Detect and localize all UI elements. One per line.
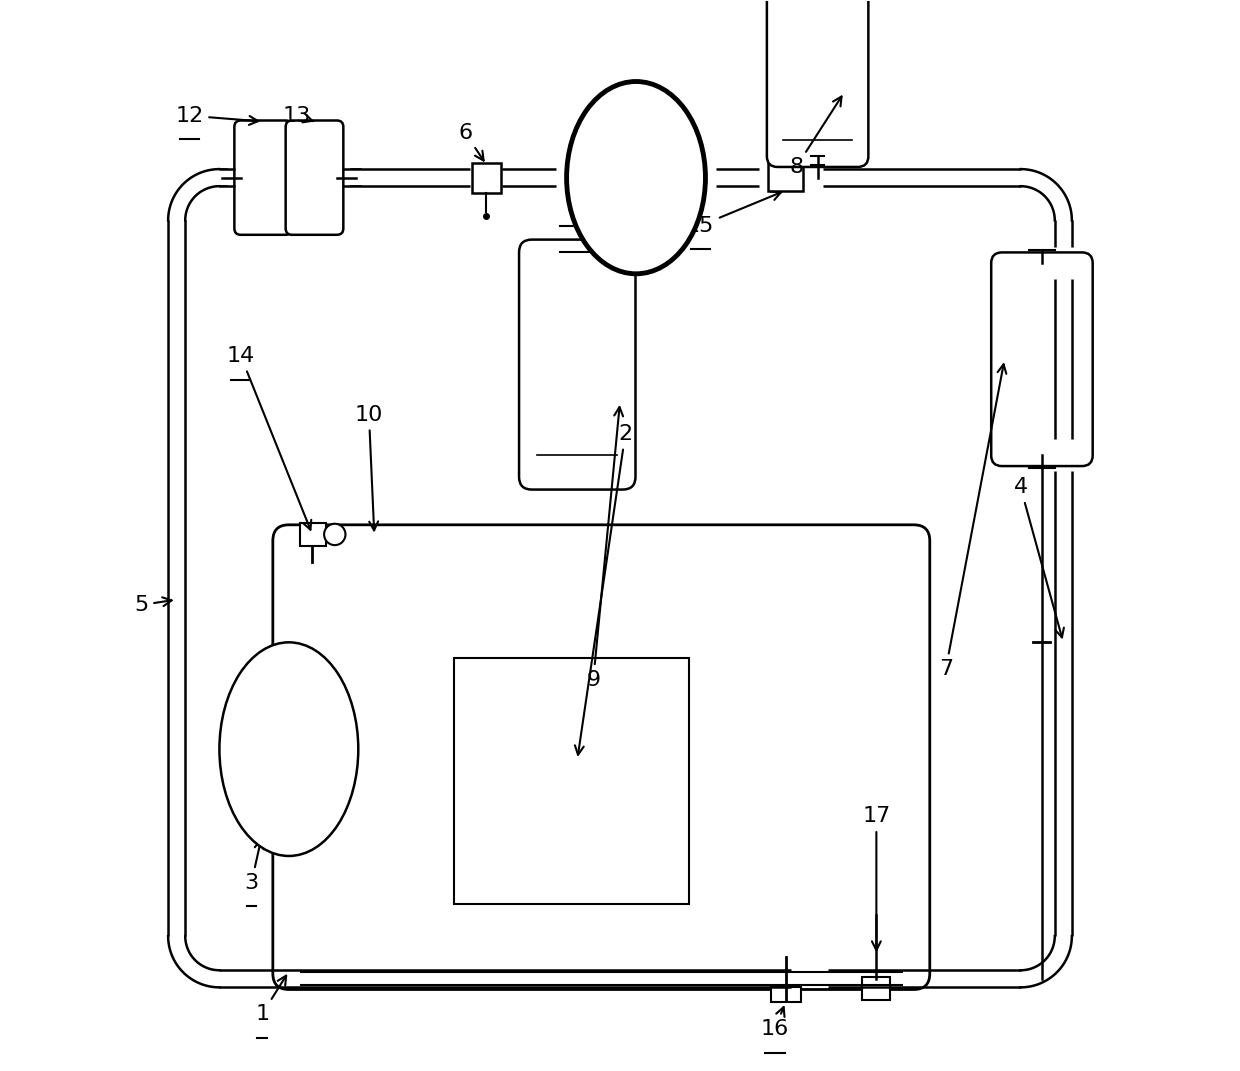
Text: 2: 2 <box>575 424 632 755</box>
Text: 6: 6 <box>458 123 484 161</box>
Bar <box>471 163 501 193</box>
Text: 12: 12 <box>175 106 258 125</box>
Text: 8: 8 <box>789 96 842 177</box>
Bar <box>300 523 326 546</box>
Ellipse shape <box>567 81 706 274</box>
Text: 13: 13 <box>283 106 314 125</box>
FancyBboxPatch shape <box>520 240 635 489</box>
FancyBboxPatch shape <box>234 121 293 235</box>
FancyBboxPatch shape <box>285 121 343 235</box>
Text: 3: 3 <box>244 840 263 892</box>
Text: 7: 7 <box>939 364 1007 679</box>
FancyBboxPatch shape <box>766 0 868 167</box>
Text: 17: 17 <box>862 806 890 950</box>
Text: 16: 16 <box>761 1007 789 1039</box>
FancyBboxPatch shape <box>991 253 1092 466</box>
Text: 5: 5 <box>134 594 171 615</box>
Text: 1: 1 <box>255 976 286 1024</box>
Bar <box>769 164 802 191</box>
Bar <box>863 977 890 1000</box>
Ellipse shape <box>219 643 358 856</box>
Bar <box>770 987 801 1002</box>
Bar <box>454 659 689 904</box>
FancyBboxPatch shape <box>273 525 930 990</box>
Text: 10: 10 <box>355 405 383 530</box>
Text: 15: 15 <box>686 192 781 236</box>
Text: 4: 4 <box>1013 478 1064 637</box>
Circle shape <box>324 524 346 545</box>
Text: 9: 9 <box>587 407 622 690</box>
Text: 14: 14 <box>227 346 311 530</box>
